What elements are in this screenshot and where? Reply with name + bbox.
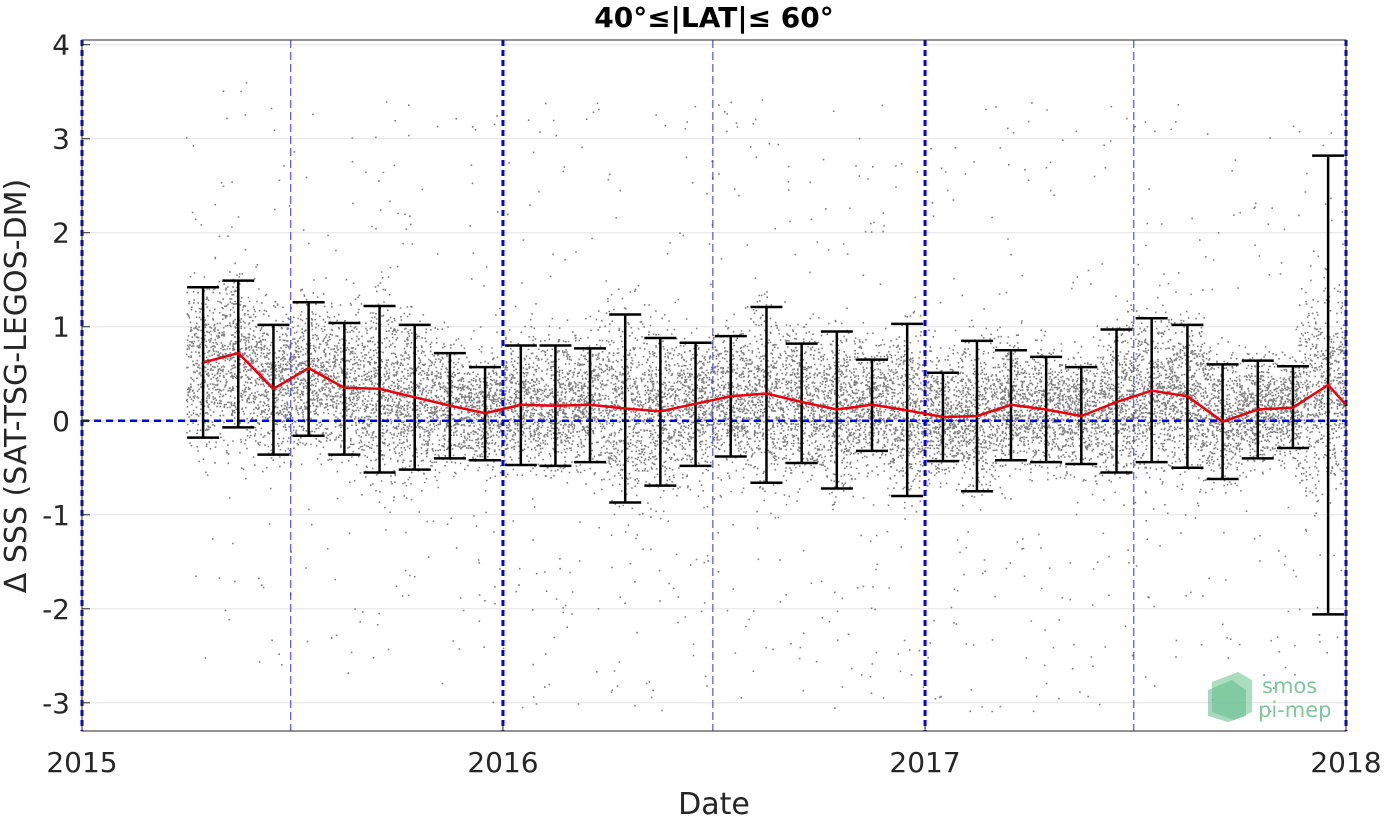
axis-ticks: -3 -2 -1 0 1 2 3 4 2015 2016 2017 2018 bbox=[42, 29, 1382, 779]
y-tick-label: -2 bbox=[42, 593, 70, 626]
logo-emblem-front bbox=[1208, 680, 1246, 722]
y-tick-label: -1 bbox=[42, 499, 70, 532]
y-axis-title: Δ SSS (SAT-TSG-LEGOS-DM) bbox=[0, 179, 34, 593]
errorbar bbox=[785, 342, 818, 465]
x-tick-label: 2017 bbox=[889, 746, 960, 779]
logo-line1: smos bbox=[1262, 674, 1317, 698]
y-tick-label: 1 bbox=[52, 311, 70, 344]
errorbar bbox=[750, 305, 783, 485]
x-axis-title: Date bbox=[678, 787, 750, 818]
logo-line2: pi-mep bbox=[1258, 698, 1331, 722]
smos-pi-mep-logo: smos pi-mep bbox=[1208, 672, 1331, 722]
y-tick-label: 2 bbox=[52, 217, 70, 250]
x-tick-label: 2018 bbox=[1310, 746, 1381, 779]
mean-line bbox=[202, 351, 1347, 424]
y-tick-label: -3 bbox=[42, 687, 70, 720]
y-tick-label: 3 bbox=[52, 123, 70, 156]
x-tick-label: 2015 bbox=[46, 746, 117, 779]
y-tick-label: 4 bbox=[52, 29, 70, 62]
chart-title: 40°≤|LAT|≤ 60° bbox=[594, 1, 834, 34]
y-tick-label: 0 bbox=[52, 405, 70, 438]
x-tick-label: 2016 bbox=[467, 746, 538, 779]
mean-series-line bbox=[202, 351, 1347, 424]
plot-frame bbox=[81, 39, 1347, 732]
